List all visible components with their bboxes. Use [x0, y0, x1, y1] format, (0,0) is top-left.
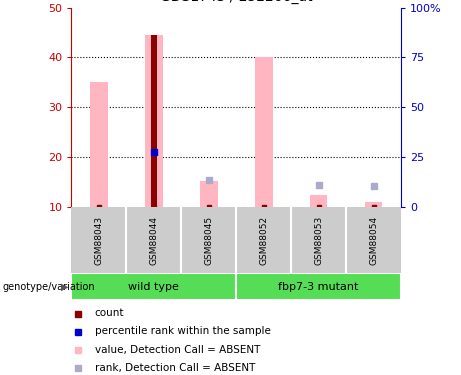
Text: percentile rank within the sample: percentile rank within the sample [95, 327, 271, 336]
Bar [90, 82, 108, 207]
Text: fbp7-3 mutant: fbp7-3 mutant [278, 282, 359, 291]
Text: genotype/variation: genotype/variation [2, 282, 95, 291]
Bar [310, 195, 327, 207]
Title: GDS1743 / 252266_at: GDS1743 / 252266_at [160, 0, 313, 4]
Text: rank, Detection Call = ABSENT: rank, Detection Call = ABSENT [95, 363, 255, 372]
Text: GSM88052: GSM88052 [259, 216, 268, 265]
Bar [151, 35, 157, 207]
Bar [200, 182, 218, 207]
Text: GSM88054: GSM88054 [369, 216, 378, 265]
Text: value, Detection Call = ABSENT: value, Detection Call = ABSENT [95, 345, 260, 354]
Bar [236, 273, 401, 300]
Bar [71, 273, 236, 300]
Bar [365, 202, 382, 207]
Text: wild type: wild type [129, 282, 179, 291]
Text: ▶: ▶ [61, 282, 68, 291]
Text: GSM88053: GSM88053 [314, 216, 323, 265]
Text: GSM88044: GSM88044 [149, 216, 159, 265]
Text: count: count [95, 309, 124, 318]
Text: GSM88043: GSM88043 [95, 216, 103, 265]
Text: GSM88045: GSM88045 [204, 216, 213, 265]
Bar [145, 35, 163, 207]
Bar [255, 57, 272, 207]
